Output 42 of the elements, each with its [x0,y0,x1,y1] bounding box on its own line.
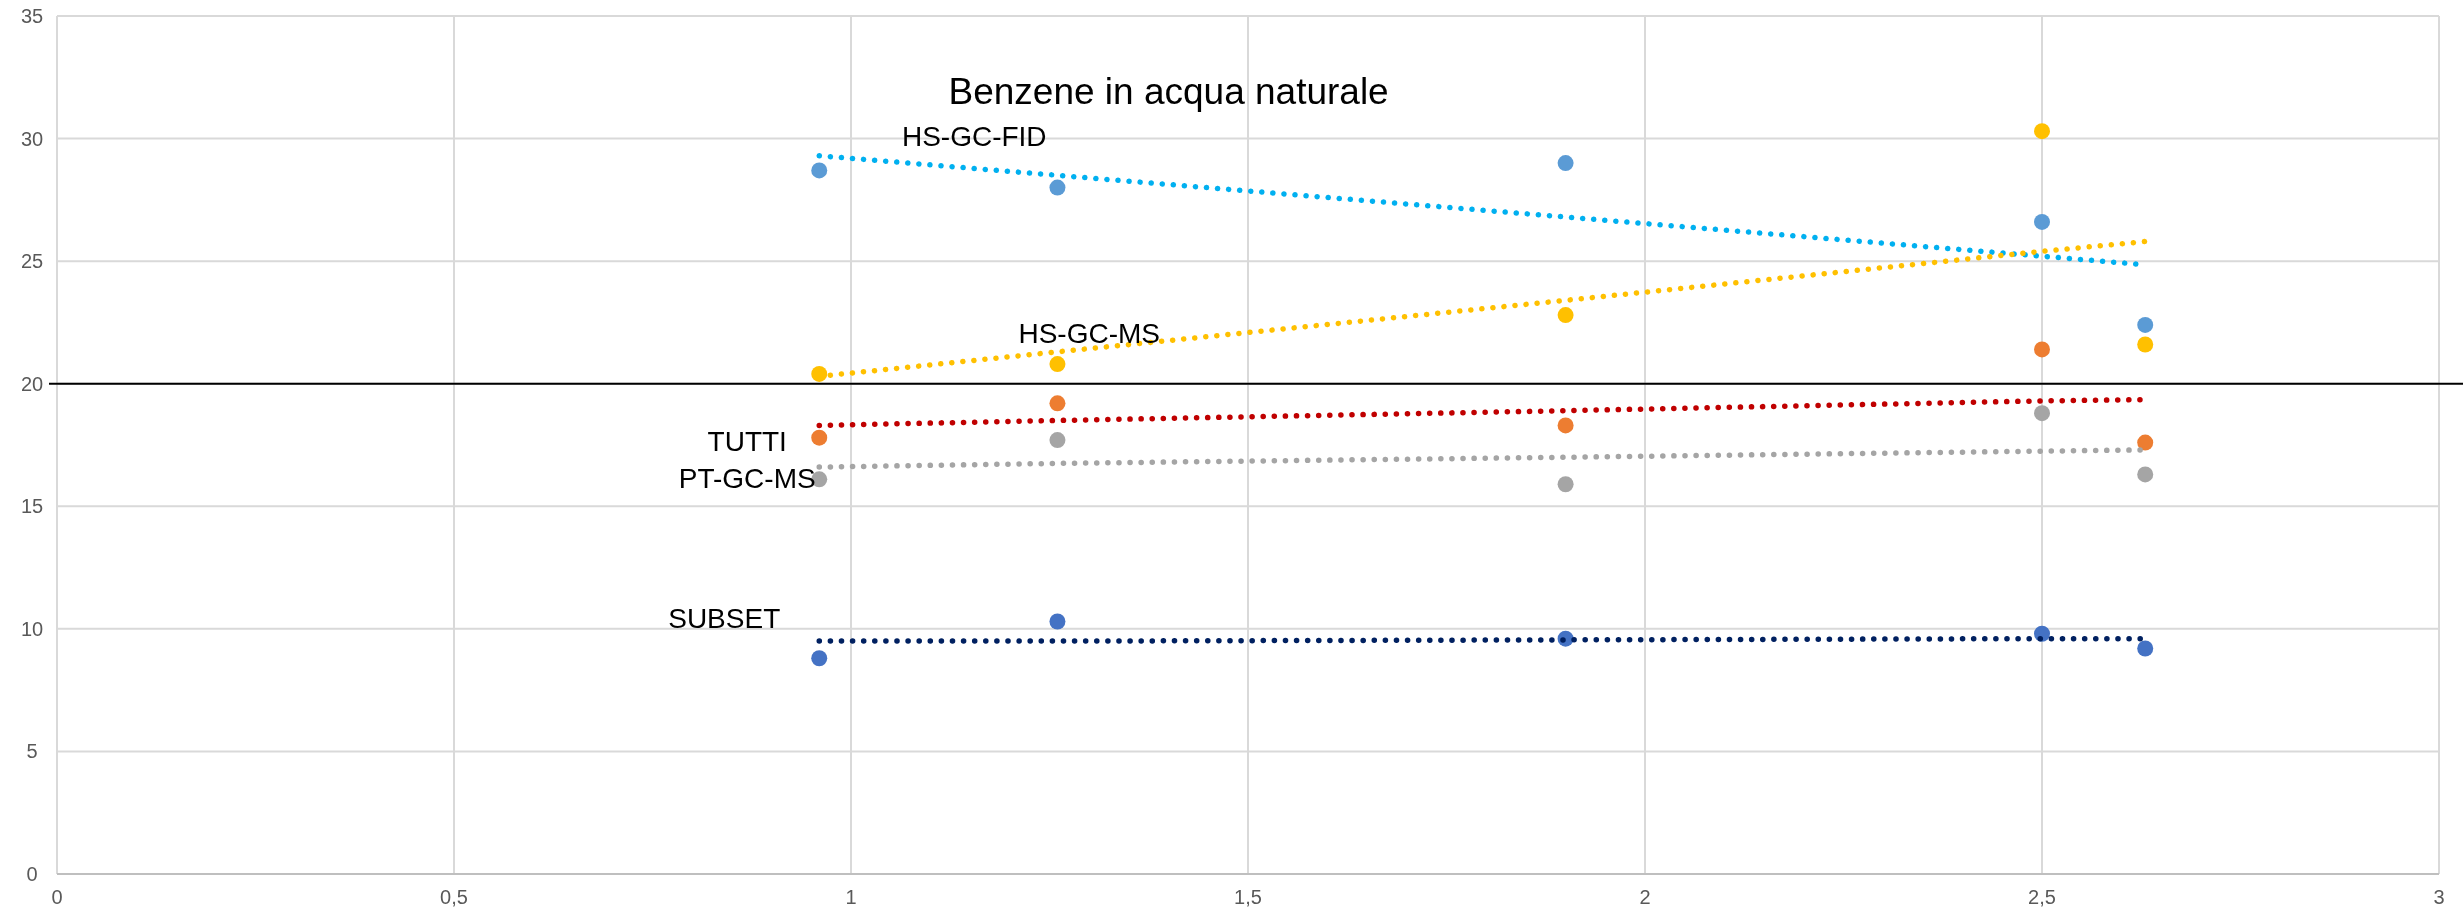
x-tick-label: 0,5 [440,886,468,908]
x-tick-label: 2,5 [2028,886,2056,908]
y-tick-label: 10 [20,617,44,640]
x-tick-label: 1 [845,886,857,908]
point [1049,395,1066,412]
point [1557,307,1574,324]
series-label: PT-GC-MS [678,462,816,494]
y-tick-label: 25 [20,250,44,273]
x-tick-label: 0 [51,886,63,908]
point [811,429,828,446]
y-tick-label: 35 [20,5,44,27]
point [2137,640,2154,657]
series-label: HS-GC-MS [1018,318,1161,350]
x-tick-label: 1,5 [1234,886,1262,908]
y-tick-label: 15 [20,495,44,518]
point [2137,466,2154,483]
y-tick-label: 0 [26,863,38,885]
point [2034,405,2050,422]
point [1049,179,1066,196]
point [2137,434,2154,451]
point [1557,476,1574,493]
text: Benzene in acqua naturale [948,71,1389,113]
series-label: SUBSET [668,602,781,634]
x-tick-label: 3 [2433,886,2445,908]
series-label: HS-GC-FID [901,120,1047,152]
point [2137,336,2154,353]
point [2137,316,2154,333]
point [2034,213,2050,230]
y-tick-label: 20 [20,372,44,395]
point [1049,356,1066,373]
point [811,650,828,667]
y-tick-label: 5 [26,740,38,763]
point [2034,123,2050,140]
point [2034,341,2050,358]
series-label: TUTTI [707,426,787,458]
x-tick-label: 2 [1639,886,1651,908]
point [1557,417,1574,434]
y-tick-label: 30 [20,127,44,150]
point [1049,432,1066,449]
point [811,162,828,179]
point [1049,613,1066,630]
point [1557,155,1574,172]
